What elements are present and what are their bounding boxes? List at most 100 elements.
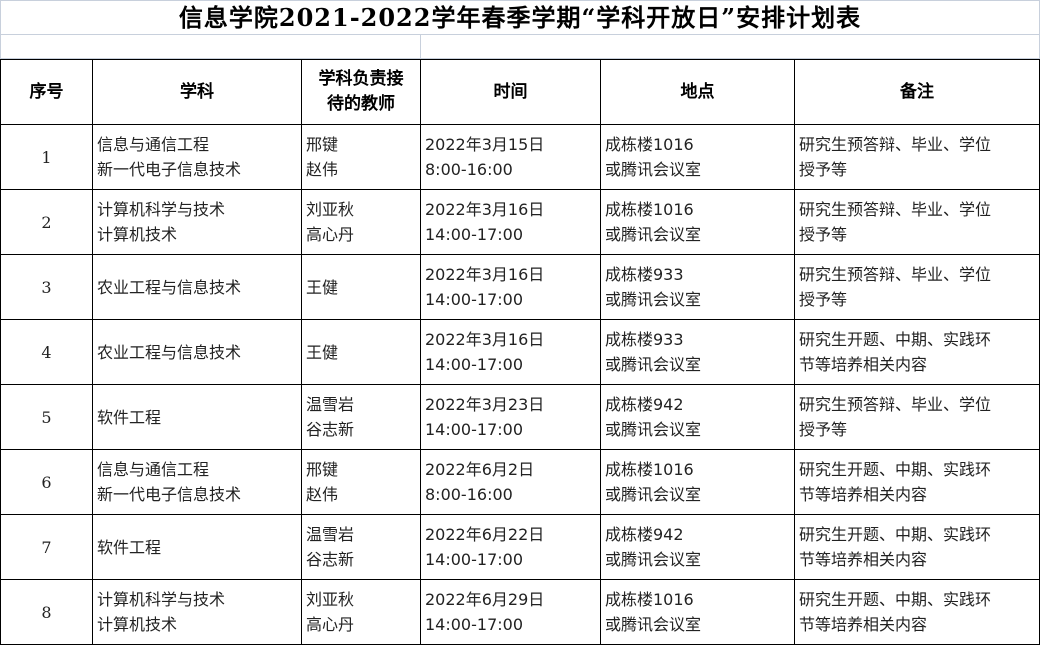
teacher-line: 谷志新 xyxy=(306,550,355,569)
time-line: 14:00-17:00 xyxy=(425,355,523,374)
note-line: 节等培养相关内容 xyxy=(799,550,928,569)
teacher-line: 刘亚秋 xyxy=(306,200,355,219)
cell-teacher[interactable]: 王健 xyxy=(301,254,421,320)
cell-note[interactable]: 研究生开题、中期、实践环 节等培养相关内容 xyxy=(794,579,1040,645)
cell-note[interactable]: 研究生预答辩、毕业、学位 授予等 xyxy=(794,124,1040,190)
cell-teacher[interactable]: 刘亚秋 高心丹 xyxy=(301,579,421,645)
cell-note[interactable]: 研究生开题、中期、实践环 节等培养相关内容 xyxy=(794,514,1040,580)
teacher-line: 温雪岩 xyxy=(306,395,355,414)
cell-no[interactable]: 4 xyxy=(0,319,93,385)
cell-place[interactable]: 成栋楼1016 或腾讯会议室 xyxy=(600,124,795,190)
time-line: 8:00-16:00 xyxy=(425,485,513,504)
time-line: 2022年3月23日 xyxy=(425,395,545,414)
teacher-line: 邢键 xyxy=(306,460,339,479)
cell-teacher[interactable]: 邢键 赵伟 xyxy=(301,124,421,190)
empty-cell[interactable] xyxy=(420,34,1040,59)
place-line: 成栋楼1016 xyxy=(605,460,694,479)
header-no[interactable]: 序号 xyxy=(0,59,93,125)
cell-teacher[interactable]: 刘亚秋 高心丹 xyxy=(301,189,421,255)
time-line: 14:00-17:00 xyxy=(425,290,523,309)
note-line: 授予等 xyxy=(799,160,848,179)
header-time[interactable]: 时间 xyxy=(420,59,601,125)
teacher-line: 高心丹 xyxy=(306,225,355,244)
empty-cell[interactable] xyxy=(0,34,421,59)
place-line: 或腾讯会议室 xyxy=(605,290,702,309)
cell-teacher[interactable]: 王健 xyxy=(301,319,421,385)
cell-teacher[interactable]: 温雪岩 谷志新 xyxy=(301,384,421,450)
note-line: 研究生开题、中期、实践环 xyxy=(799,525,992,544)
cell-time[interactable]: 2022年6月22日 14:00-17:00 xyxy=(420,514,601,580)
note-line: 授予等 xyxy=(799,420,848,439)
cell-subject[interactable]: 软件工程 xyxy=(92,384,302,450)
schedule-table: 序号 学科 学科负责接 待的教师 时间 地点 备注 1 信息与通信工程 新一代电子信息… xyxy=(0,59,1040,645)
place-line: 或腾讯会议室 xyxy=(605,355,702,374)
place-line: 成栋楼1016 xyxy=(605,200,694,219)
cell-subject[interactable]: 软件工程 xyxy=(92,514,302,580)
cell-no[interactable]: 2 xyxy=(0,189,93,255)
cell-subject[interactable]: 农业工程与信息技术 xyxy=(92,254,302,320)
teacher-line: 高心丹 xyxy=(306,615,355,634)
table-row: 8 计算机科学与技术 计算机技术 刘亚秋 高心丹 2022年6月29日 14:00-17:0… xyxy=(0,579,1040,645)
subject-line: 计算机科学与技术 xyxy=(97,590,226,609)
place-line: 或腾讯会议室 xyxy=(605,160,702,179)
cell-time[interactable]: 2022年3月15日 8:00-16:00 xyxy=(420,124,601,190)
table-row: 7 软件工程 温雪岩 谷志新 2022年6月22日 14:00-17:00 成栋楼942 或腾… xyxy=(0,514,1040,580)
cell-no[interactable]: 7 xyxy=(0,514,93,580)
time-line: 14:00-17:00 xyxy=(425,615,523,634)
cell-note[interactable]: 研究生开题、中期、实践环 节等培养相关内容 xyxy=(794,319,1040,385)
teacher-line: 刘亚秋 xyxy=(306,590,355,609)
cell-time[interactable]: 2022年3月16日 14:00-17:00 xyxy=(420,189,601,255)
cell-subject[interactable]: 信息与通信工程 新一代电子信息技术 xyxy=(92,449,302,515)
cell-time[interactable]: 2022年6月29日 14:00-17:00 xyxy=(420,579,601,645)
cell-no[interactable]: 5 xyxy=(0,384,93,450)
cell-place[interactable]: 成栋楼1016 或腾讯会议室 xyxy=(600,449,795,515)
header-subject[interactable]: 学科 xyxy=(92,59,302,125)
cell-teacher[interactable]: 邢键 赵伟 xyxy=(301,449,421,515)
cell-subject[interactable]: 计算机科学与技术 计算机技术 xyxy=(92,579,302,645)
table-row: 5 软件工程 温雪岩 谷志新 2022年3月23日 14:00-17:00 成栋楼942 或腾… xyxy=(0,384,1040,450)
cell-note[interactable]: 研究生开题、中期、实践环 节等培养相关内容 xyxy=(794,449,1040,515)
cell-note[interactable]: 研究生预答辩、毕业、学位 授予等 xyxy=(794,384,1040,450)
cell-time[interactable]: 2022年3月16日 14:00-17:00 xyxy=(420,319,601,385)
cell-subject[interactable]: 计算机科学与技术 计算机技术 xyxy=(92,189,302,255)
note-line: 研究生开题、中期、实践环 xyxy=(799,330,992,349)
cell-place[interactable]: 成栋楼942 或腾讯会议室 xyxy=(600,384,795,450)
note-line: 授予等 xyxy=(799,225,848,244)
cell-time[interactable]: 2022年3月23日 14:00-17:00 xyxy=(420,384,601,450)
header-place[interactable]: 地点 xyxy=(600,59,795,125)
cell-subject[interactable]: 信息与通信工程 新一代电子信息技术 xyxy=(92,124,302,190)
subject-line: 计算机科学与技术 xyxy=(97,200,226,219)
header-row: 序号 学科 学科负责接 待的教师 时间 地点 备注 xyxy=(0,59,1040,125)
table-row: 2 计算机科学与技术 计算机技术 刘亚秋 高心丹 2022年3月16日 14:00-17:0… xyxy=(0,189,1040,255)
place-line: 成栋楼1016 xyxy=(605,135,694,154)
cell-time[interactable]: 2022年3月16日 14:00-17:00 xyxy=(420,254,601,320)
cell-place[interactable]: 成栋楼933 或腾讯会议室 xyxy=(600,254,795,320)
cell-teacher[interactable]: 温雪岩 谷志新 xyxy=(301,514,421,580)
cell-no[interactable]: 6 xyxy=(0,449,93,515)
note-line: 研究生开题、中期、实践环 xyxy=(799,460,992,479)
cell-no[interactable]: 8 xyxy=(0,579,93,645)
time-line: 2022年6月22日 xyxy=(425,525,545,544)
place-line: 成栋楼933 xyxy=(605,330,684,349)
cell-place[interactable]: 成栋楼933 或腾讯会议室 xyxy=(600,319,795,385)
cell-place[interactable]: 成栋楼1016 或腾讯会议室 xyxy=(600,189,795,255)
table-row: 1 信息与通信工程 新一代电子信息技术 邢键 赵伟 2022年3月15日 8:00-16:0… xyxy=(0,124,1040,190)
teacher-line: 赵伟 xyxy=(306,485,339,504)
cell-note[interactable]: 研究生预答辩、毕业、学位 授予等 xyxy=(794,189,1040,255)
subject-line: 新一代电子信息技术 xyxy=(97,160,242,179)
subject-line: 农业工程与信息技术 xyxy=(97,342,242,362)
header-note[interactable]: 备注 xyxy=(794,59,1040,125)
cell-note[interactable]: 研究生预答辩、毕业、学位 授予等 xyxy=(794,254,1040,320)
cell-no[interactable]: 1 xyxy=(0,124,93,190)
time-line: 2022年3月16日 xyxy=(425,265,545,284)
cell-place[interactable]: 成栋楼1016 或腾讯会议室 xyxy=(600,579,795,645)
header-teacher[interactable]: 学科负责接 待的教师 xyxy=(301,59,421,125)
subject-line: 农业工程与信息技术 xyxy=(97,277,242,297)
place-line: 或腾讯会议室 xyxy=(605,550,702,569)
cell-time[interactable]: 2022年6月2日 8:00-16:00 xyxy=(420,449,601,515)
time-line: 14:00-17:00 xyxy=(425,550,523,569)
place-line: 成栋楼942 xyxy=(605,395,684,414)
cell-no[interactable]: 3 xyxy=(0,254,93,320)
cell-place[interactable]: 成栋楼942 或腾讯会议室 xyxy=(600,514,795,580)
cell-subject[interactable]: 农业工程与信息技术 xyxy=(92,319,302,385)
